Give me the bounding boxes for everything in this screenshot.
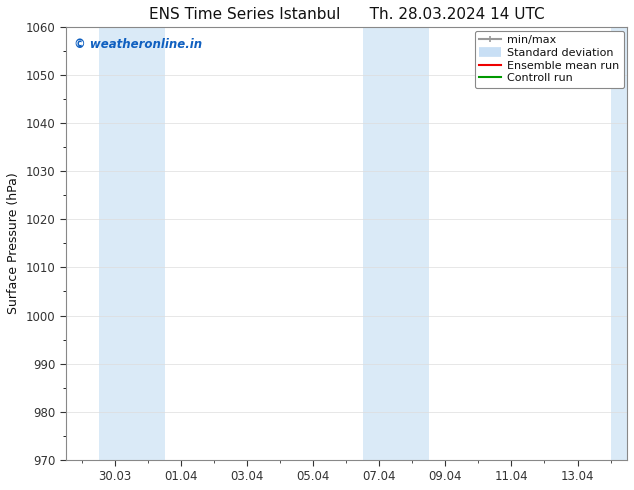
Bar xyxy=(611,27,627,460)
Legend: min/max, Standard deviation, Ensemble mean run, Controll run: min/max, Standard deviation, Ensemble me… xyxy=(475,30,624,88)
Title: ENS Time Series Istanbul      Th. 28.03.2024 14 UTC: ENS Time Series Istanbul Th. 28.03.2024 … xyxy=(148,7,544,22)
Bar xyxy=(99,27,165,460)
Bar xyxy=(363,27,429,460)
Y-axis label: Surface Pressure (hPa): Surface Pressure (hPa) xyxy=(7,172,20,314)
Text: © weatheronline.in: © weatheronline.in xyxy=(74,38,202,51)
